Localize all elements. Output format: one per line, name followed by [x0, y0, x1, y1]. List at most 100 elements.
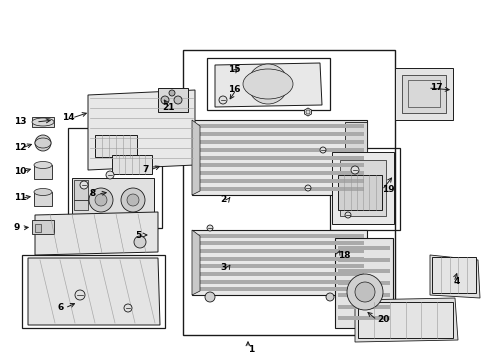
Text: 5: 5	[135, 230, 141, 239]
Bar	[34, 192, 52, 206]
Bar	[195, 272, 363, 276]
Bar	[183, 50, 394, 335]
Bar	[357, 302, 452, 338]
Polygon shape	[354, 298, 457, 342]
Text: 17: 17	[429, 84, 442, 93]
Text: 19: 19	[381, 185, 394, 194]
Text: 13: 13	[14, 117, 26, 126]
Bar	[192, 120, 366, 195]
Polygon shape	[88, 90, 195, 170]
Text: 1: 1	[247, 346, 254, 355]
Text: 16: 16	[227, 85, 240, 94]
Bar	[337, 281, 389, 285]
Circle shape	[345, 212, 350, 218]
Circle shape	[75, 290, 85, 300]
Bar	[192, 230, 366, 295]
Text: 6: 6	[57, 303, 63, 312]
Bar	[206, 58, 329, 110]
Bar	[337, 257, 389, 261]
Circle shape	[35, 135, 51, 151]
Polygon shape	[304, 108, 311, 116]
Circle shape	[247, 64, 287, 104]
Polygon shape	[215, 63, 321, 107]
Bar	[195, 124, 363, 128]
Circle shape	[106, 171, 114, 179]
Bar	[337, 175, 381, 210]
Bar	[22, 255, 164, 328]
Bar	[195, 249, 363, 253]
Bar	[337, 305, 389, 309]
Bar	[394, 68, 452, 120]
Bar	[337, 293, 389, 297]
Bar	[32, 117, 54, 127]
Circle shape	[161, 96, 169, 104]
Bar	[345, 122, 366, 192]
Text: 18: 18	[337, 251, 350, 260]
Bar	[74, 180, 88, 200]
Bar	[195, 187, 363, 191]
Bar	[337, 246, 389, 250]
Bar	[431, 257, 475, 293]
Circle shape	[350, 166, 358, 174]
Bar	[158, 88, 187, 112]
Text: 12: 12	[14, 144, 26, 153]
Text: 7: 7	[142, 166, 148, 175]
Bar	[195, 148, 363, 152]
Ellipse shape	[34, 162, 52, 168]
Text: 4: 4	[453, 278, 459, 287]
Bar	[195, 179, 363, 183]
Bar	[195, 140, 363, 144]
Text: 14: 14	[62, 113, 75, 122]
Circle shape	[319, 147, 325, 153]
Circle shape	[95, 194, 107, 206]
Ellipse shape	[32, 118, 54, 126]
Text: 10: 10	[14, 167, 26, 176]
Bar	[195, 132, 363, 136]
Circle shape	[134, 236, 146, 248]
Ellipse shape	[243, 69, 292, 99]
Bar	[339, 160, 385, 216]
Text: 11: 11	[14, 194, 26, 202]
Circle shape	[325, 293, 333, 301]
Bar	[334, 238, 392, 328]
Circle shape	[121, 188, 145, 212]
Bar	[195, 287, 363, 291]
Bar	[195, 280, 363, 284]
Bar	[195, 264, 363, 268]
Bar	[329, 148, 399, 230]
Text: 3: 3	[220, 264, 226, 273]
Circle shape	[346, 274, 382, 310]
Bar	[35, 224, 41, 232]
Bar	[195, 171, 363, 175]
Polygon shape	[429, 255, 479, 298]
Bar	[337, 269, 389, 273]
Bar	[195, 163, 363, 167]
Circle shape	[80, 181, 88, 189]
Circle shape	[174, 96, 182, 104]
Bar	[195, 257, 363, 261]
Circle shape	[127, 194, 139, 206]
Text: 8: 8	[90, 189, 96, 198]
Circle shape	[89, 188, 113, 212]
Bar	[407, 80, 439, 107]
Text: 21: 21	[162, 104, 174, 112]
Polygon shape	[192, 230, 200, 295]
Circle shape	[219, 96, 226, 104]
Bar	[112, 155, 152, 174]
Circle shape	[204, 292, 215, 302]
Bar	[331, 152, 393, 224]
Circle shape	[305, 185, 310, 191]
Polygon shape	[35, 212, 158, 255]
Bar	[34, 165, 52, 179]
Polygon shape	[28, 258, 160, 325]
Bar	[401, 75, 445, 113]
Text: 2: 2	[220, 195, 226, 204]
Bar	[32, 220, 54, 234]
Circle shape	[206, 225, 213, 231]
Bar	[68, 128, 162, 228]
Bar	[95, 135, 137, 157]
Circle shape	[124, 304, 132, 312]
Text: 20: 20	[376, 315, 388, 324]
Ellipse shape	[35, 138, 51, 148]
Bar	[195, 156, 363, 159]
